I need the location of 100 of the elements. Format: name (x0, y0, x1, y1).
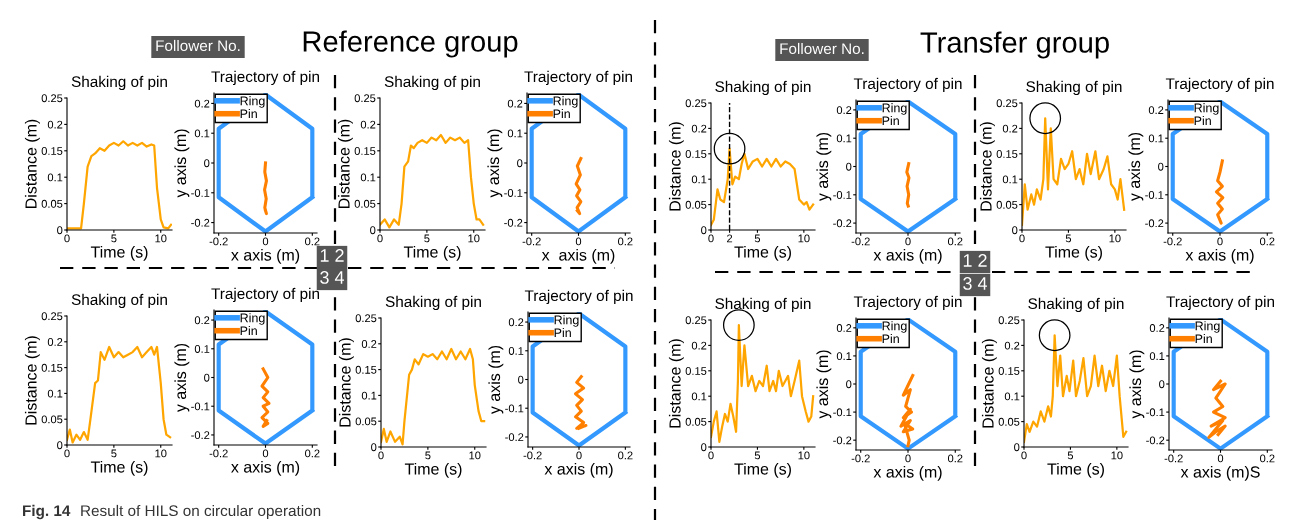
y-axis-title: y axis (m) (816, 132, 832, 202)
y-tick-label: 0.2 (507, 99, 523, 108)
x-tick-label: 0.2 (1260, 454, 1275, 463)
y-tick-label: 0.15 (998, 367, 1020, 375)
y-tick-label: -0.2 (504, 218, 523, 227)
x-axis-title: Time (s) (734, 245, 791, 261)
x-tick-label: 5 (1065, 234, 1072, 243)
chart-title: Trajectory of pin (211, 287, 319, 303)
chart-title: Shaking of pin (715, 297, 811, 313)
legend-label: Pin (1194, 116, 1211, 126)
y-tick-label: 0.1 (691, 175, 707, 184)
x-axis-title: x axis (m) (541, 248, 615, 264)
y-tick-label: 0.15 (355, 365, 377, 374)
x-tick-label: 10 (468, 234, 480, 243)
line-series (1214, 159, 1225, 225)
y-tick-label: -0.1 (191, 402, 210, 411)
y-tick-label: 0.1 (1004, 392, 1020, 401)
x-tick-label: 10 (1111, 451, 1123, 460)
chart-title: Trajectory of pin (524, 70, 632, 86)
y-axis-title: y axis (m) (1129, 350, 1145, 419)
x-tick-label: 0 (576, 451, 582, 460)
y-tick-label: 0.2 (361, 340, 377, 348)
x-tick-label: 0.2 (947, 454, 963, 463)
chart-title: Shaking of pin (715, 80, 811, 96)
x-tick-label: 0 (575, 237, 582, 246)
text: 3 4 (320, 271, 345, 284)
y-tick-label: 0 (371, 443, 377, 452)
y-tick-label: 0.25 (998, 316, 1020, 325)
y-axis-title: y axis (m) (174, 343, 190, 413)
y-axis-title: y axis (m) (174, 129, 190, 198)
y-tick-label: 0 (57, 441, 63, 450)
chart-title: Shaking of pin (1026, 80, 1122, 96)
y-axis-title: Distance (m) (979, 122, 995, 211)
x-axis-title: x axis (m)S (1180, 465, 1260, 481)
y-tick-label: 0.2 (47, 338, 63, 346)
y-tick-label: 0 (1158, 162, 1164, 171)
y-tick-label: 0 (517, 159, 523, 168)
y-axis-title: Distance (m) (24, 336, 40, 425)
legend-label: Ring (240, 313, 265, 325)
y-axis-title: y axis (m) (487, 129, 503, 198)
legend-label: Ring (882, 321, 907, 333)
y-tick-label: 0.15 (354, 147, 376, 155)
y-tick-label: 0 (846, 162, 852, 171)
y-tick-label: 0 (1014, 443, 1020, 452)
x-axis-title: Time (s) (734, 462, 791, 478)
x-tick-label: 10 (469, 451, 481, 460)
x-tick-label: 0 (262, 449, 269, 458)
text: 1 2 (320, 249, 344, 262)
y-tick-label: -0.1 (1146, 408, 1165, 417)
legend-label: Ring (240, 96, 265, 108)
y-tick-label: -0.2 (1145, 219, 1164, 228)
y-tick-label: -0.1 (504, 189, 523, 197)
chart-title: Trajectory of pin (1165, 77, 1274, 93)
y-tick-label: 0.05 (998, 417, 1020, 426)
y-tick-label: 0.2 (360, 120, 376, 129)
legend-label: Pin (1195, 334, 1212, 344)
y-tick-label: 0.2 (836, 324, 852, 332)
y-tick-label: 0.1 (194, 129, 210, 138)
chart-title: Trajectory of pin (524, 289, 633, 305)
x-tick-label: 10 (155, 449, 167, 458)
legend-label: Ring (1195, 321, 1220, 333)
x-tick-label: 0.2 (305, 449, 320, 458)
y-tick-label: 0.1 (360, 173, 376, 182)
y-tick-label: 0.05 (685, 200, 707, 209)
x-axis-title: Time (s) (403, 245, 461, 261)
y-tick-label: 0.1 (47, 173, 63, 182)
legend-label: Pin (240, 326, 257, 336)
y-axis-title: Distance (m) (338, 338, 354, 427)
line-series (899, 374, 915, 448)
chart-title: Trajectory of pin (211, 70, 319, 86)
line-series (260, 367, 271, 428)
y-tick-label: -0.2 (1146, 436, 1165, 445)
y-tick-label: -0.1 (833, 408, 852, 417)
x-tick-label: 0.2 (305, 237, 320, 246)
chart-title: Shaking of pin (384, 75, 480, 91)
y-tick-label: 0 (518, 375, 524, 384)
x-tick-label: 5 (754, 451, 761, 460)
x-tick-label: 2 (727, 234, 733, 243)
x-tick-label: -0.2 (523, 451, 542, 460)
y-tick-label: 0.2 (1004, 341, 1020, 350)
line-series (905, 162, 911, 208)
line-series (263, 161, 268, 216)
x-tick-label: 5 (425, 451, 431, 460)
legend-label: Pin (554, 328, 571, 338)
y-tick-label: 0.2 (194, 99, 210, 108)
y-tick-label: 0.2 (836, 106, 852, 115)
x-tick-label: 0 (708, 451, 714, 460)
y-tick-label: 0.1 (361, 391, 377, 400)
x-tick-label: 10 (798, 451, 810, 460)
x-tick-label: 5 (111, 449, 117, 458)
y-tick-label: 0 (1012, 226, 1018, 235)
x-tick-label: 0.2 (947, 237, 963, 246)
text: Follower No. (156, 39, 240, 52)
x-tick-label: 5 (111, 234, 117, 243)
x-axis-title: x axis (m) (1185, 248, 1254, 264)
x-axis-title: Time (s) (1047, 462, 1104, 478)
y-tick-label: -0.1 (191, 189, 210, 197)
x-axis-title: x axis (m) (231, 248, 300, 264)
legend-label: Pin (553, 109, 570, 119)
y-tick-label: -0.1 (505, 404, 524, 413)
